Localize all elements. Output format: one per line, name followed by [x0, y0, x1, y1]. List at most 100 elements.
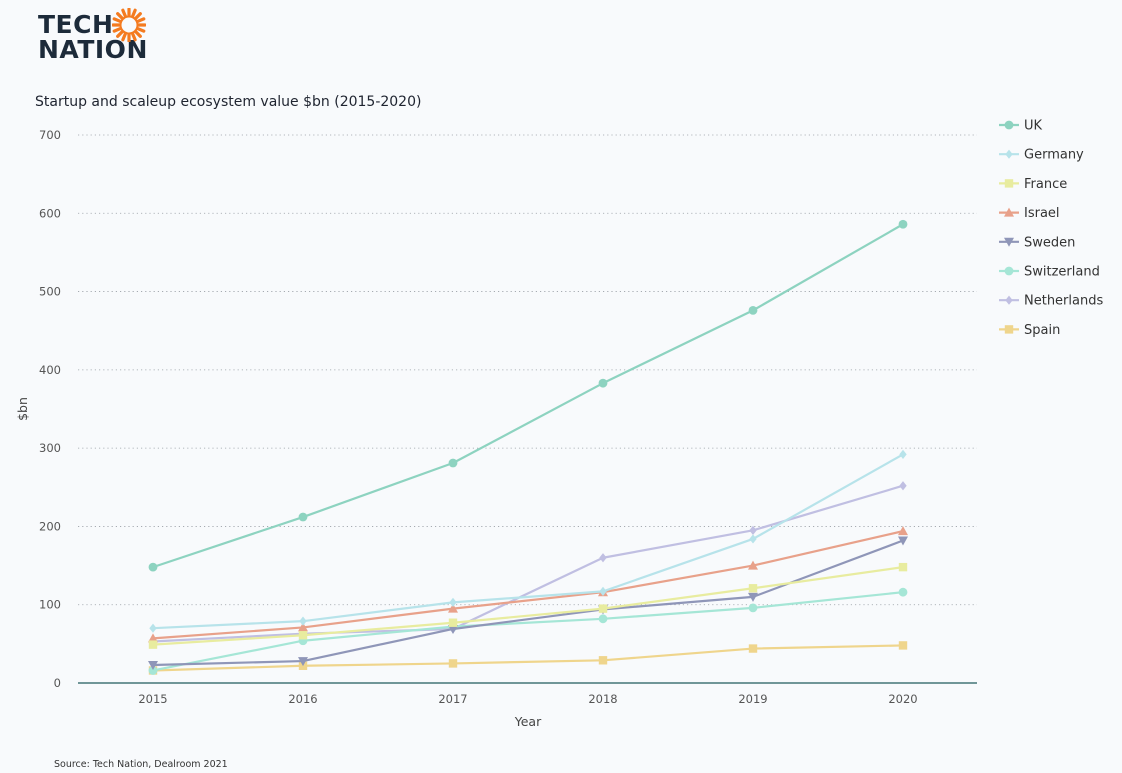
data-point: [448, 458, 458, 468]
legend-marker: [1004, 237, 1014, 247]
data-point: [748, 592, 758, 602]
y-axis-ticks: 0 100 200 300 400 500 600 700: [39, 128, 61, 690]
data-point: [898, 562, 908, 572]
data-point: [748, 584, 758, 593]
series-spain: [148, 641, 908, 675]
series-line: [152, 223, 904, 569]
x-tick-label: 2017: [438, 692, 467, 706]
legend-label: Sweden: [1024, 235, 1075, 250]
y-tick-label: 400: [39, 363, 61, 377]
series: [148, 219, 908, 675]
gridlines: [78, 134, 977, 606]
series-line: [152, 591, 904, 672]
legend-item-israel[interactable]: Israel: [999, 206, 1060, 221]
data-point: [898, 526, 908, 536]
data-point: [898, 587, 908, 597]
legend: UK Germany France Israel Sweden Switzerland Ne…: [999, 119, 1103, 338]
data-point: [298, 622, 308, 632]
y-tick-label: 0: [54, 676, 61, 690]
source-note: Source: Tech Nation, Dealroom 2021: [54, 759, 228, 770]
y-tick-label: 100: [39, 598, 61, 612]
x-axis-ticks: 2015 2016 2017 2018 2019 2020: [138, 692, 917, 706]
legend-label: Netherlands: [1024, 294, 1103, 309]
data-point: [749, 525, 757, 535]
y-tick-label: 200: [39, 519, 61, 533]
data-point: [148, 633, 158, 643]
legend-item-sweden[interactable]: Sweden: [999, 235, 1075, 250]
legend-marker: [1004, 179, 1014, 188]
legend-label: Israel: [1024, 206, 1060, 221]
data-point: [598, 614, 608, 624]
data-point: [148, 640, 158, 649]
data-point: [598, 604, 608, 613]
legend-item-netherlands[interactable]: Netherlands: [999, 294, 1103, 309]
data-point: [749, 534, 757, 544]
series-line: [152, 644, 904, 672]
legend-marker: [1004, 266, 1014, 276]
data-point: [748, 644, 758, 653]
series-netherlands: [149, 481, 907, 647]
data-point: [148, 666, 158, 675]
legend-label: UK: [1024, 119, 1043, 134]
legend-item-france[interactable]: France: [999, 177, 1067, 192]
legend-marker: [1004, 120, 1014, 130]
x-tick-label: 2015: [138, 692, 167, 706]
x-tick-label: 2020: [888, 692, 917, 706]
legend-label: France: [1024, 177, 1067, 192]
data-point: [299, 616, 307, 626]
series-line: [152, 566, 904, 646]
data-point: [748, 560, 758, 570]
x-tick-label: 2018: [588, 692, 617, 706]
series-germany: [149, 449, 907, 633]
legend-item-spain[interactable]: Spain: [999, 323, 1060, 338]
series-line: [152, 453, 904, 630]
legend-marker: [1004, 207, 1014, 217]
chart-title: Startup and scaleup ecosystem value $bn …: [35, 94, 422, 110]
data-point: [899, 449, 907, 460]
series-line: [152, 484, 904, 643]
data-point: [898, 536, 908, 546]
x-tick-label: 2019: [738, 692, 767, 706]
x-tick-label: 2016: [288, 692, 317, 706]
data-point: [148, 660, 158, 670]
data-point: [748, 305, 758, 315]
data-point: [899, 481, 907, 491]
series-line: [152, 539, 904, 667]
sun-icon: [112, 8, 146, 42]
series-line: [152, 530, 904, 640]
data-point: [448, 603, 458, 613]
legend-item-switzerland[interactable]: Switzerland: [999, 265, 1100, 280]
legend-marker: [1005, 149, 1013, 159]
data-point: [448, 624, 458, 634]
y-tick-label: 300: [39, 441, 61, 455]
data-point: [748, 603, 758, 613]
logo-line-1: TECH: [38, 10, 114, 39]
series-israel: [148, 526, 908, 643]
data-point: [298, 631, 308, 640]
data-point: [148, 562, 158, 572]
y-axis-label: $bn: [15, 397, 30, 421]
data-point: [898, 219, 908, 229]
legend-label: Switzerland: [1024, 265, 1100, 280]
legend-label: Spain: [1024, 323, 1060, 338]
y-tick-label: 500: [39, 285, 61, 299]
legend-item-germany[interactable]: Germany: [999, 148, 1084, 163]
series-sweden: [148, 536, 908, 670]
data-point: [298, 657, 308, 667]
legend-marker: [1005, 295, 1013, 305]
series-france: [148, 562, 908, 649]
data-point: [599, 553, 607, 563]
y-tick-label: 700: [39, 128, 61, 142]
y-tick-label: 600: [39, 206, 61, 220]
data-point: [599, 586, 607, 597]
data-point: [449, 597, 457, 607]
data-point: [298, 512, 308, 522]
data-point: [149, 623, 157, 633]
data-point: [598, 378, 608, 388]
x-axis-label: Year: [514, 714, 542, 729]
legend-item-uk[interactable]: UK: [999, 119, 1043, 134]
data-point: [448, 618, 458, 627]
data-point: [598, 656, 608, 665]
series-uk: [148, 219, 908, 572]
